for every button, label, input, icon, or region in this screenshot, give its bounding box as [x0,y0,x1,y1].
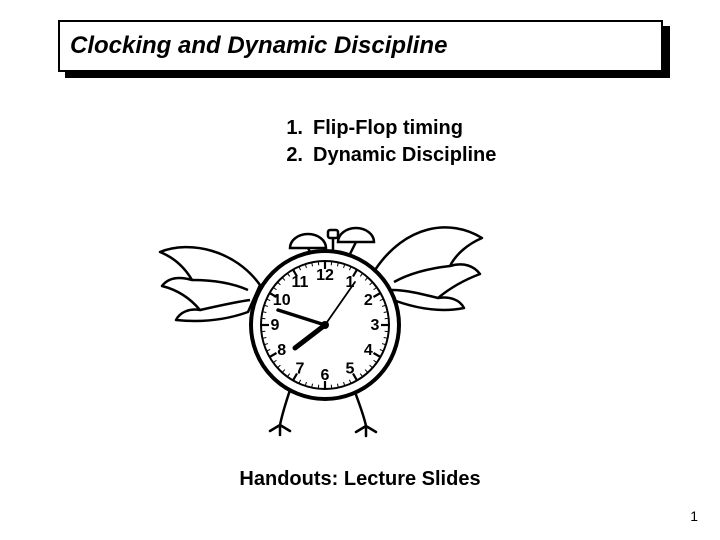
svg-text:7: 7 [296,361,305,378]
list-item: 2. Dynamic Discipline [275,142,496,169]
svg-text:8: 8 [277,342,286,359]
svg-text:11: 11 [292,274,309,291]
svg-text:4: 4 [364,342,373,359]
list-item-label: Dynamic Discipline [313,142,496,169]
svg-text:3: 3 [371,317,380,334]
list-item-label: Flip-Flop timing [313,115,463,142]
footer-text: Handouts: Lecture Slides [0,468,720,491]
svg-text:9: 9 [271,317,280,334]
outline-list: 1. Flip-Flop timing 2. Dynamic Disciplin… [275,115,496,169]
svg-text:5: 5 [346,361,355,378]
svg-text:12: 12 [316,267,334,284]
svg-text:2: 2 [364,292,373,309]
list-item-number: 1. [275,115,303,142]
clock-face-icon: 121234567891011 [251,251,399,399]
title-box: Clocking and Dynamic Discipline [58,20,663,72]
page-title: Clocking and Dynamic Discipline [70,32,447,60]
list-item: 1. Flip-Flop timing [275,115,496,142]
svg-text:6: 6 [321,367,330,384]
list-item-number: 2. [275,142,303,169]
left-wing-icon [160,247,260,321]
page-number: 1 [690,508,698,524]
svg-text:10: 10 [273,292,291,309]
flying-clock-illustration: 121234567891011 [150,190,490,450]
